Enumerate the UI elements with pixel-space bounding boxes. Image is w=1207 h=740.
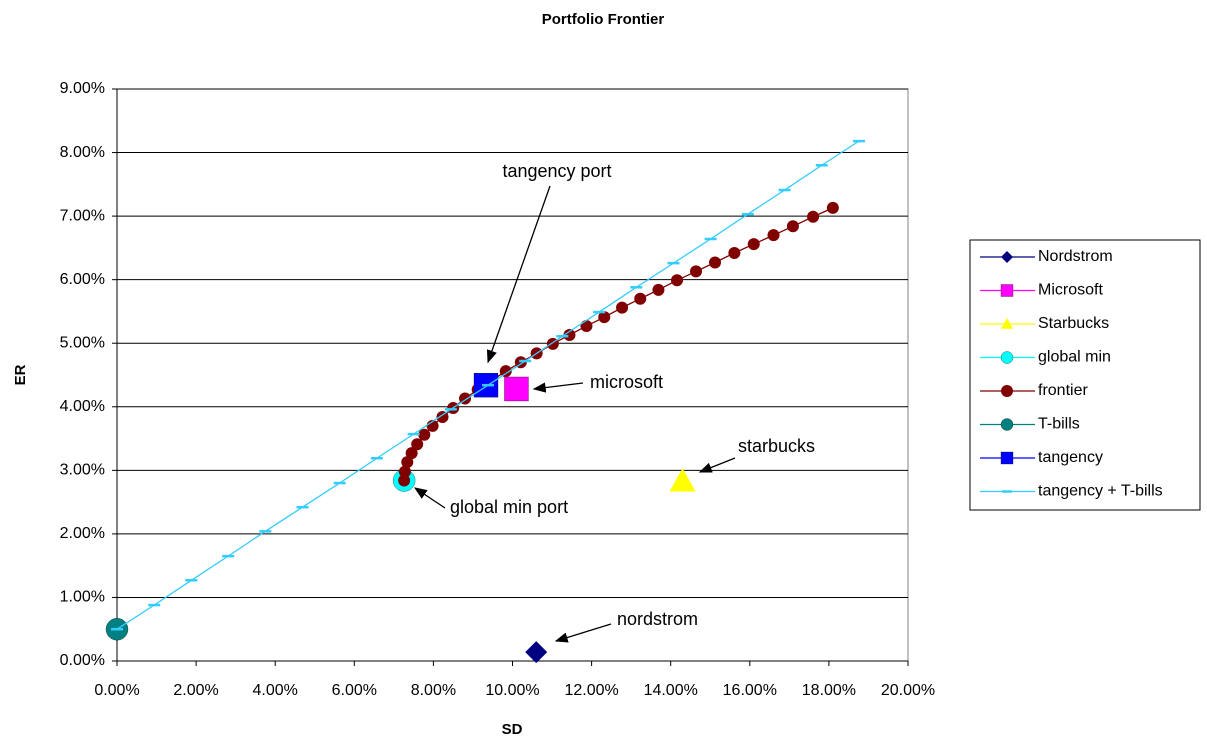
point [398, 465, 411, 478]
point [401, 456, 414, 469]
point [671, 274, 684, 287]
legend-marker [1001, 251, 1013, 263]
x-tick-label: 20.00% [881, 682, 935, 699]
point [652, 283, 665, 296]
point [563, 328, 576, 341]
y-tick-label: 0.00% [60, 652, 105, 669]
annotation: starbucks [738, 436, 815, 456]
x-tick-label: 6.00% [332, 682, 377, 699]
x-tick-label: 16.00% [723, 682, 777, 699]
point [767, 229, 780, 242]
point [807, 210, 820, 223]
point [405, 447, 418, 460]
y-tick-label: 5.00% [60, 334, 105, 351]
annotation: global min port [450, 497, 568, 517]
point [598, 311, 611, 324]
point [499, 365, 512, 378]
annotation-arrow [532, 382, 584, 393]
point [786, 220, 799, 233]
y-axis-label: ER [12, 364, 29, 385]
y-tick-label: 1.00% [60, 589, 105, 606]
x-axis-label: SD [502, 721, 523, 738]
annotation: nordstrom [617, 609, 698, 629]
point [436, 410, 449, 423]
chart-title: Portfolio Frontier [542, 11, 665, 28]
point [411, 438, 424, 451]
y-tick-label: 9.00% [60, 80, 105, 97]
legend-marker [1000, 418, 1014, 431]
point [580, 320, 593, 333]
y-tick-label: 6.00% [60, 271, 105, 288]
point [504, 376, 529, 402]
annotation: tangency port [502, 161, 611, 181]
y-tick-label: 3.00% [60, 462, 105, 479]
legend-label: frontier [1038, 382, 1088, 399]
legend-label: T-bills [1038, 416, 1080, 433]
legend-marker [1001, 385, 1013, 397]
point [616, 301, 629, 314]
plot-area [116, 88, 909, 662]
point [690, 265, 703, 278]
annotation-arrow [413, 487, 446, 509]
x-tick-label: 18.00% [802, 682, 856, 699]
x-tick-label: 2.00% [173, 682, 218, 699]
point [525, 641, 548, 664]
x-tick-label: 4.00% [253, 682, 298, 699]
point [398, 474, 411, 487]
legend-label: Microsoft [1038, 282, 1103, 299]
annotation-arrow [554, 623, 612, 643]
x-tick-label: 0.00% [94, 682, 139, 699]
legend-marker [1000, 284, 1014, 297]
legend-label: Nordstrom [1038, 248, 1113, 265]
x-tick-label: 12.00% [564, 682, 618, 699]
x-tick-label: 10.00% [485, 682, 539, 699]
y-tick-label: 7.00% [60, 207, 105, 224]
legend-marker [1000, 451, 1014, 465]
point [747, 238, 760, 251]
y-tick-label: 2.00% [60, 525, 105, 542]
annotation-arrow [486, 185, 551, 364]
legend-marker [1000, 351, 1014, 364]
point [634, 292, 647, 305]
legend-box [969, 239, 1201, 511]
annotation-arrow [698, 457, 736, 473]
annotation: microsoft [590, 372, 663, 392]
point [826, 201, 839, 214]
point [728, 246, 741, 259]
legend-label: Starbucks [1038, 315, 1109, 332]
point [708, 256, 721, 269]
x-tick-label: 8.00% [411, 682, 456, 699]
y-tick-label: 8.00% [60, 144, 105, 161]
y-tick-label: 4.00% [60, 398, 105, 415]
point [669, 468, 696, 492]
legend-label: tangency + T-bills [1038, 483, 1163, 500]
legend-marker [1001, 318, 1013, 329]
x-tick-label: 14.00% [644, 682, 698, 699]
point [418, 428, 431, 441]
legend-label: global min [1038, 349, 1111, 366]
legend-label: tangency [1038, 449, 1103, 466]
